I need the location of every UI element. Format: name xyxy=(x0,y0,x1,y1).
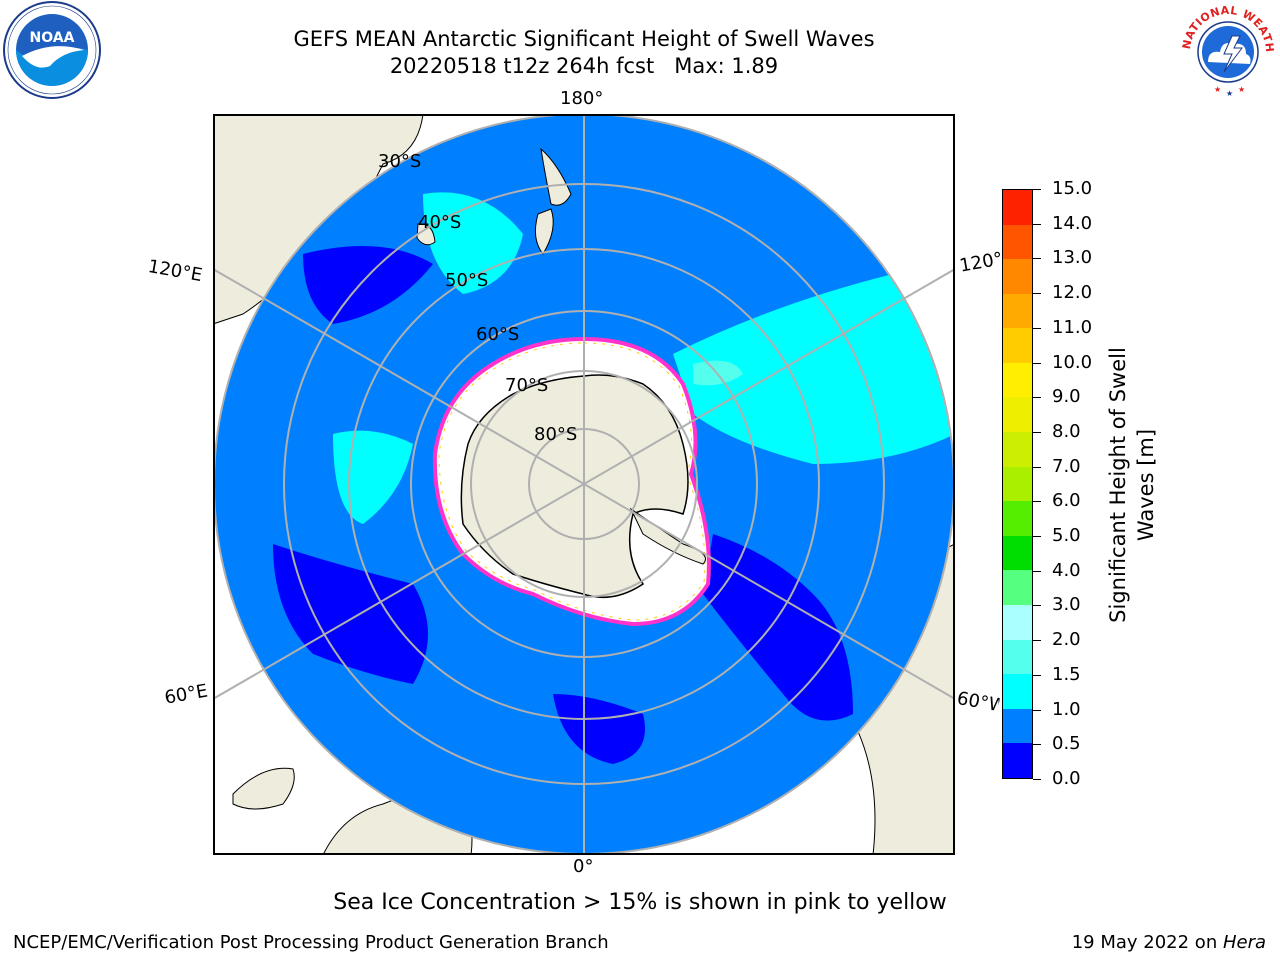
colorbar-segment xyxy=(1003,674,1032,709)
colorbar-segment xyxy=(1003,397,1032,433)
colorbar-tick-label: 6.0 xyxy=(1052,490,1081,512)
colorbar-tick xyxy=(1033,640,1041,642)
colorbar-tick xyxy=(1033,536,1041,538)
lon-label-180: 180° xyxy=(560,88,604,109)
colorbar-tick-label: 7.0 xyxy=(1052,455,1081,477)
lat-label-80s: 80°S xyxy=(534,424,577,445)
colorbar-tick xyxy=(1033,431,1041,433)
national-weather-service-logo: NATIONAL WEATHER SERVICE ★ ★ ★ xyxy=(1176,0,1276,98)
antarctica-landmass xyxy=(460,374,689,599)
low-swell-south xyxy=(553,694,645,764)
chart-title: GEFS MEAN Antarctic Significant Height o… xyxy=(200,26,968,80)
colorbar-segment xyxy=(1003,535,1032,571)
colorbar-segment xyxy=(1003,605,1032,640)
mid-swell-new-zealand xyxy=(423,192,523,294)
colorbar-tick xyxy=(1033,189,1041,190)
colorbar-tick xyxy=(1033,258,1041,260)
noaa-logo: NOAA xyxy=(3,1,101,99)
colorbar-segment xyxy=(1003,224,1032,260)
colorbar-tick-label: 5.0 xyxy=(1052,525,1081,547)
lat-label-60s: 60°S xyxy=(476,324,519,345)
credit-organization: NCEP/EMC/Verification Post Processing Pr… xyxy=(13,932,609,953)
colorbar-tick-label: 9.0 xyxy=(1052,386,1081,408)
colorbar-tick-label: 0.5 xyxy=(1052,733,1081,755)
colorbar-segment xyxy=(1003,432,1032,467)
colorbar-segment xyxy=(1003,293,1032,329)
svg-text:★: ★ xyxy=(1226,89,1233,98)
colorbar-tick-label: 13.0 xyxy=(1052,247,1093,269)
colorbar-label-line-1: Significant Height of Swell xyxy=(1106,347,1130,623)
colorbar-segment xyxy=(1003,259,1032,294)
new-zealand-landmass xyxy=(534,147,572,255)
credit-host: Hera xyxy=(1222,932,1266,953)
credit-date: 19 May 2022 on xyxy=(1071,932,1223,953)
lon-label-120w: 120°W xyxy=(958,248,1005,277)
colorbar-label-line-2: Waves [m] xyxy=(1134,428,1158,542)
colorbar-tick-label: 15.0 xyxy=(1052,178,1093,199)
title-line-1: GEFS MEAN Antarctic Significant Height o… xyxy=(293,27,875,51)
colorbar-label: Significant Height of Swell Waves [m] xyxy=(1104,315,1160,655)
lat-label-40s: 40°S xyxy=(418,212,461,233)
colorbar-tick xyxy=(1033,709,1041,711)
colorbar-tick xyxy=(1033,223,1041,225)
mid-swell-indian xyxy=(333,430,413,524)
colorbar-segment xyxy=(1003,708,1032,744)
lat-label-50s: 50°S xyxy=(445,270,488,291)
colorbar-tick-label: 12.0 xyxy=(1052,282,1093,304)
colorbar-segment xyxy=(1003,362,1032,398)
colorbar-tick xyxy=(1033,327,1041,329)
colorbar-tick xyxy=(1033,362,1041,364)
colorbar-segment xyxy=(1003,328,1032,363)
lon-label-60e: 60°E xyxy=(163,680,210,709)
low-swell-indian-ocean xyxy=(273,544,428,684)
mid-swell-patch xyxy=(693,360,743,386)
colorbar-tick-label: 11.0 xyxy=(1052,316,1093,338)
map-frame: 30°S 40°S 50°S 60°S 70°S 80°S xyxy=(213,114,955,855)
polar-map: 30°S 40°S 50°S 60°S 70°S 80°S xyxy=(215,116,953,853)
colorbar-tick-label: 8.0 xyxy=(1052,420,1081,442)
colorbar-tick-label: 1.5 xyxy=(1052,663,1081,685)
tasmania-landmass xyxy=(416,223,436,246)
colorbar-tick xyxy=(1033,605,1041,607)
low-swell-tasman xyxy=(303,246,433,324)
lon-label-0: 0° xyxy=(573,856,594,877)
noaa-logo-text: NOAA xyxy=(30,30,75,46)
sea-ice-edge-yellow xyxy=(438,342,706,621)
colorbar-tick xyxy=(1033,501,1041,503)
colorbar-tick-label: 3.0 xyxy=(1052,594,1081,616)
colorbar-tick xyxy=(1033,570,1041,572)
svg-text:★: ★ xyxy=(1238,85,1245,94)
colorbar-segment xyxy=(1003,743,1032,778)
colorbar-segment xyxy=(1003,189,1032,225)
colorbar-tick xyxy=(1033,397,1041,399)
colorbar-tick-label: 2.0 xyxy=(1052,629,1081,651)
graticule xyxy=(215,116,953,853)
lon-label-60w: 60°W xyxy=(955,688,1001,716)
colorbar-tick xyxy=(1033,466,1041,468)
credit-date-host: 19 May 2022 on Hera xyxy=(1072,932,1266,953)
colorbar xyxy=(1002,189,1033,779)
title-line-2: 20220518 t12z 264h fcst Max: 1.89 xyxy=(389,54,779,78)
colorbar-tick-label: 14.0 xyxy=(1052,212,1093,234)
sea-ice-footnote: Sea Ice Concentration > 15% is shown in … xyxy=(333,890,947,915)
colorbar-tick xyxy=(1033,293,1041,295)
colorbar-segment xyxy=(1003,501,1032,536)
colorbar-tick-label: 0.0 xyxy=(1052,768,1081,789)
svg-text:★: ★ xyxy=(1214,85,1221,94)
colorbar-segment xyxy=(1003,570,1032,606)
lat-label-70s: 70°S xyxy=(505,375,548,396)
lat-label-30s: 30°S xyxy=(378,151,421,172)
colorbar-tick-label: 10.0 xyxy=(1052,351,1093,373)
colorbar-tick-label: 1.0 xyxy=(1052,698,1081,720)
colorbar-tick-label: 4.0 xyxy=(1052,559,1081,581)
colorbar-tick xyxy=(1033,779,1041,780)
madagascar-landmass xyxy=(232,767,295,810)
colorbar-segment xyxy=(1003,639,1032,675)
lon-label-120e: 120°E xyxy=(146,256,204,287)
colorbar-tick xyxy=(1033,744,1041,746)
colorbar-tick xyxy=(1033,674,1041,676)
colorbar-segment xyxy=(1003,466,1032,502)
